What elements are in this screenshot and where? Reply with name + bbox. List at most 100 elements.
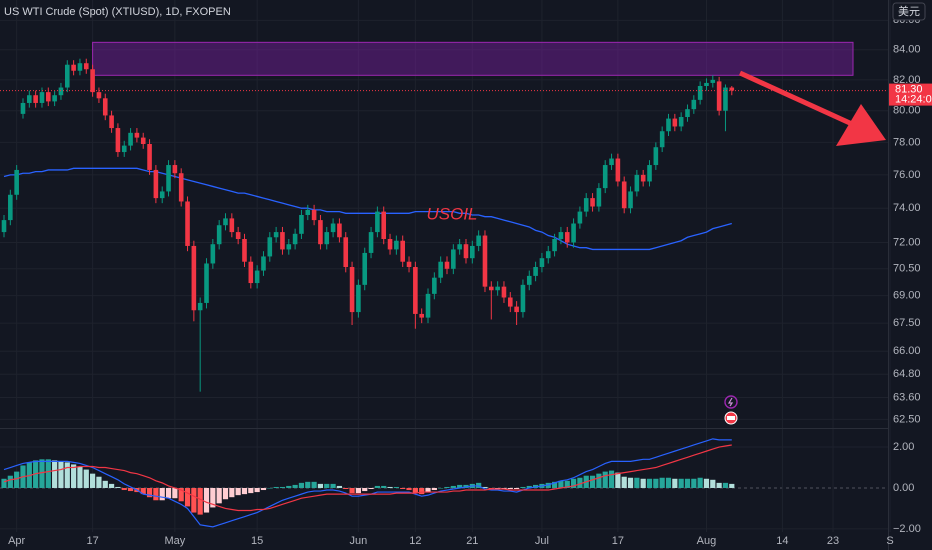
candle-body: [558, 232, 564, 239]
candle-body: [501, 286, 507, 298]
candle-body: [583, 198, 589, 212]
histogram-bar: [64, 462, 70, 488]
candle-body: [615, 158, 621, 182]
currency-button[interactable]: [892, 2, 926, 21]
histogram-bar: [298, 482, 305, 488]
x-tick-label: 17: [612, 535, 624, 547]
histogram-bar: [374, 485, 380, 488]
candle-body: [330, 223, 336, 233]
x-tick-label: Jun: [350, 535, 368, 547]
histogram-bar: [697, 477, 703, 488]
candle-body: [489, 286, 494, 291]
histogram-bar: [551, 481, 558, 488]
histogram-bar: [343, 487, 349, 490]
histogram-bar: [589, 475, 596, 488]
candle-body: [457, 244, 462, 250]
y-tick-label: 63.60: [893, 391, 921, 403]
candle-body: [83, 63, 89, 70]
candle-body: [273, 232, 279, 238]
candle-body: [254, 270, 260, 284]
candle-body: [242, 238, 247, 262]
x-tick-label: S: [886, 535, 893, 547]
histogram-bar: [577, 477, 583, 488]
histogram-bar: [431, 487, 437, 491]
annotation: USOIL: [426, 204, 477, 223]
candle-body: [476, 235, 481, 246]
candle-body: [64, 64, 70, 88]
candle-body: [545, 251, 551, 259]
histogram-bar: [165, 487, 172, 499]
candle-body: [267, 237, 273, 257]
candle-body: [191, 245, 197, 311]
y-tick-label: 82.00: [893, 74, 921, 86]
histogram-bar: [640, 478, 646, 488]
candle-body: [248, 261, 254, 284]
plot: [0, 41, 888, 528]
histogram-bar: [52, 460, 58, 488]
histogram-bar: [279, 486, 286, 488]
candle-body: [343, 237, 349, 268]
candle-body: [678, 117, 684, 127]
candle-body: [159, 191, 165, 199]
x-tick-label: May: [164, 535, 185, 547]
candle-body: [672, 118, 678, 127]
histogram-bar: [457, 484, 463, 488]
candle-body: [39, 92, 45, 103]
last-price-label: 81.30: [895, 83, 923, 95]
histogram-bar: [210, 487, 216, 508]
candle-body: [318, 220, 323, 245]
x-tick-label: 15: [251, 535, 263, 547]
histogram-bar: [412, 487, 418, 494]
candle-body: [387, 238, 393, 250]
histogram-bar: [197, 487, 203, 515]
histogram-bar: [602, 471, 608, 488]
histogram-bar: [330, 483, 336, 488]
candle-body: [210, 244, 216, 264]
candle-body: [204, 263, 209, 303]
candle-body: [349, 267, 355, 313]
histogram-bar: [83, 469, 89, 488]
histogram-bar: [159, 487, 165, 501]
x-tick-label: 14: [776, 535, 788, 547]
candle-body: [571, 223, 576, 243]
candle-body: [375, 211, 380, 233]
histogram-bar: [615, 472, 621, 488]
candle-body: [178, 173, 184, 202]
histogram-bar: [596, 473, 602, 488]
y-tick-label: 78.00: [893, 136, 921, 148]
candle-body: [602, 165, 608, 189]
candle-body: [704, 82, 709, 86]
histogram-bar: [684, 478, 691, 488]
candle-body: [153, 169, 159, 199]
candle-body: [628, 191, 633, 209]
histogram-bar: [514, 487, 520, 490]
candle-body: [634, 174, 640, 192]
currency-label[interactable]: 美元: [898, 5, 920, 18]
candle-body: [596, 188, 602, 207]
candle-body: [185, 201, 190, 246]
grid: [0, 0, 891, 532]
candle-body: [552, 238, 557, 252]
histogram-bar: [102, 480, 108, 488]
histogram-bar: [387, 486, 393, 488]
candle-body: [102, 98, 108, 116]
y-tick-label: 84.00: [893, 44, 921, 56]
candle-body: [235, 232, 241, 239]
histogram-bar: [273, 486, 279, 488]
candle-body: [33, 95, 38, 103]
candle-body: [697, 85, 703, 100]
candle-body: [609, 158, 614, 166]
candle-body: [1, 220, 7, 233]
histogram-bar: [482, 486, 488, 488]
histogram-bar: [621, 476, 627, 488]
candle-body: [356, 284, 361, 313]
moving-average: [3, 167, 732, 251]
histogram-bar: [248, 487, 254, 494]
histogram-bar: [406, 487, 412, 491]
alert-icon[interactable]: [724, 395, 738, 409]
candle-body: [77, 63, 83, 71]
candle-body: [197, 302, 203, 311]
histogram-bar: [349, 487, 355, 494]
